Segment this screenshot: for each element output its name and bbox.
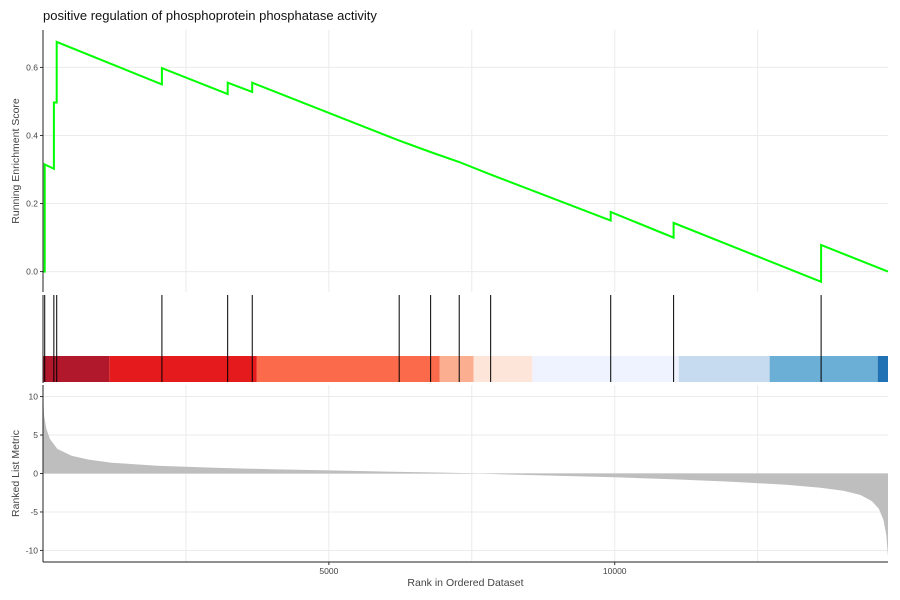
y-axis-label: Running Enrichment Score bbox=[10, 98, 22, 224]
heat-band-segment bbox=[256, 356, 440, 382]
x-axis-label: Rank in Ordered Dataset bbox=[407, 577, 523, 589]
heat-band-segment bbox=[109, 356, 257, 382]
y-tick-label: 0.4 bbox=[26, 130, 38, 140]
heat-band-segment bbox=[877, 356, 888, 382]
y-axis-label: Ranked List Metric bbox=[10, 430, 22, 517]
y-tick-label: 10 bbox=[29, 392, 39, 402]
y-tick-label: -10 bbox=[26, 545, 39, 555]
heat-band-segment bbox=[43, 356, 110, 382]
heat-band-segment bbox=[439, 356, 474, 382]
x-tick-label: 5000 bbox=[319, 566, 338, 576]
y-tick-label: 0 bbox=[33, 469, 38, 479]
heat-band-segment bbox=[473, 356, 533, 382]
y-tick-label: 0.0 bbox=[26, 267, 38, 277]
y-tick-label: 0.6 bbox=[26, 62, 38, 72]
heat-band-segment bbox=[678, 356, 770, 382]
y-tick-label: -5 bbox=[30, 507, 38, 517]
chart-title: positive regulation of phosphoprotein ph… bbox=[43, 8, 377, 23]
y-tick-label: 5 bbox=[33, 430, 38, 440]
running-score-line bbox=[43, 40, 889, 284]
heat-band-segment bbox=[769, 356, 878, 382]
y-tick-label: 0.2 bbox=[26, 199, 38, 209]
ranked-metric-area bbox=[43, 392, 888, 557]
heat-band-segment bbox=[532, 356, 679, 382]
x-tick-label: 10000 bbox=[603, 566, 627, 576]
